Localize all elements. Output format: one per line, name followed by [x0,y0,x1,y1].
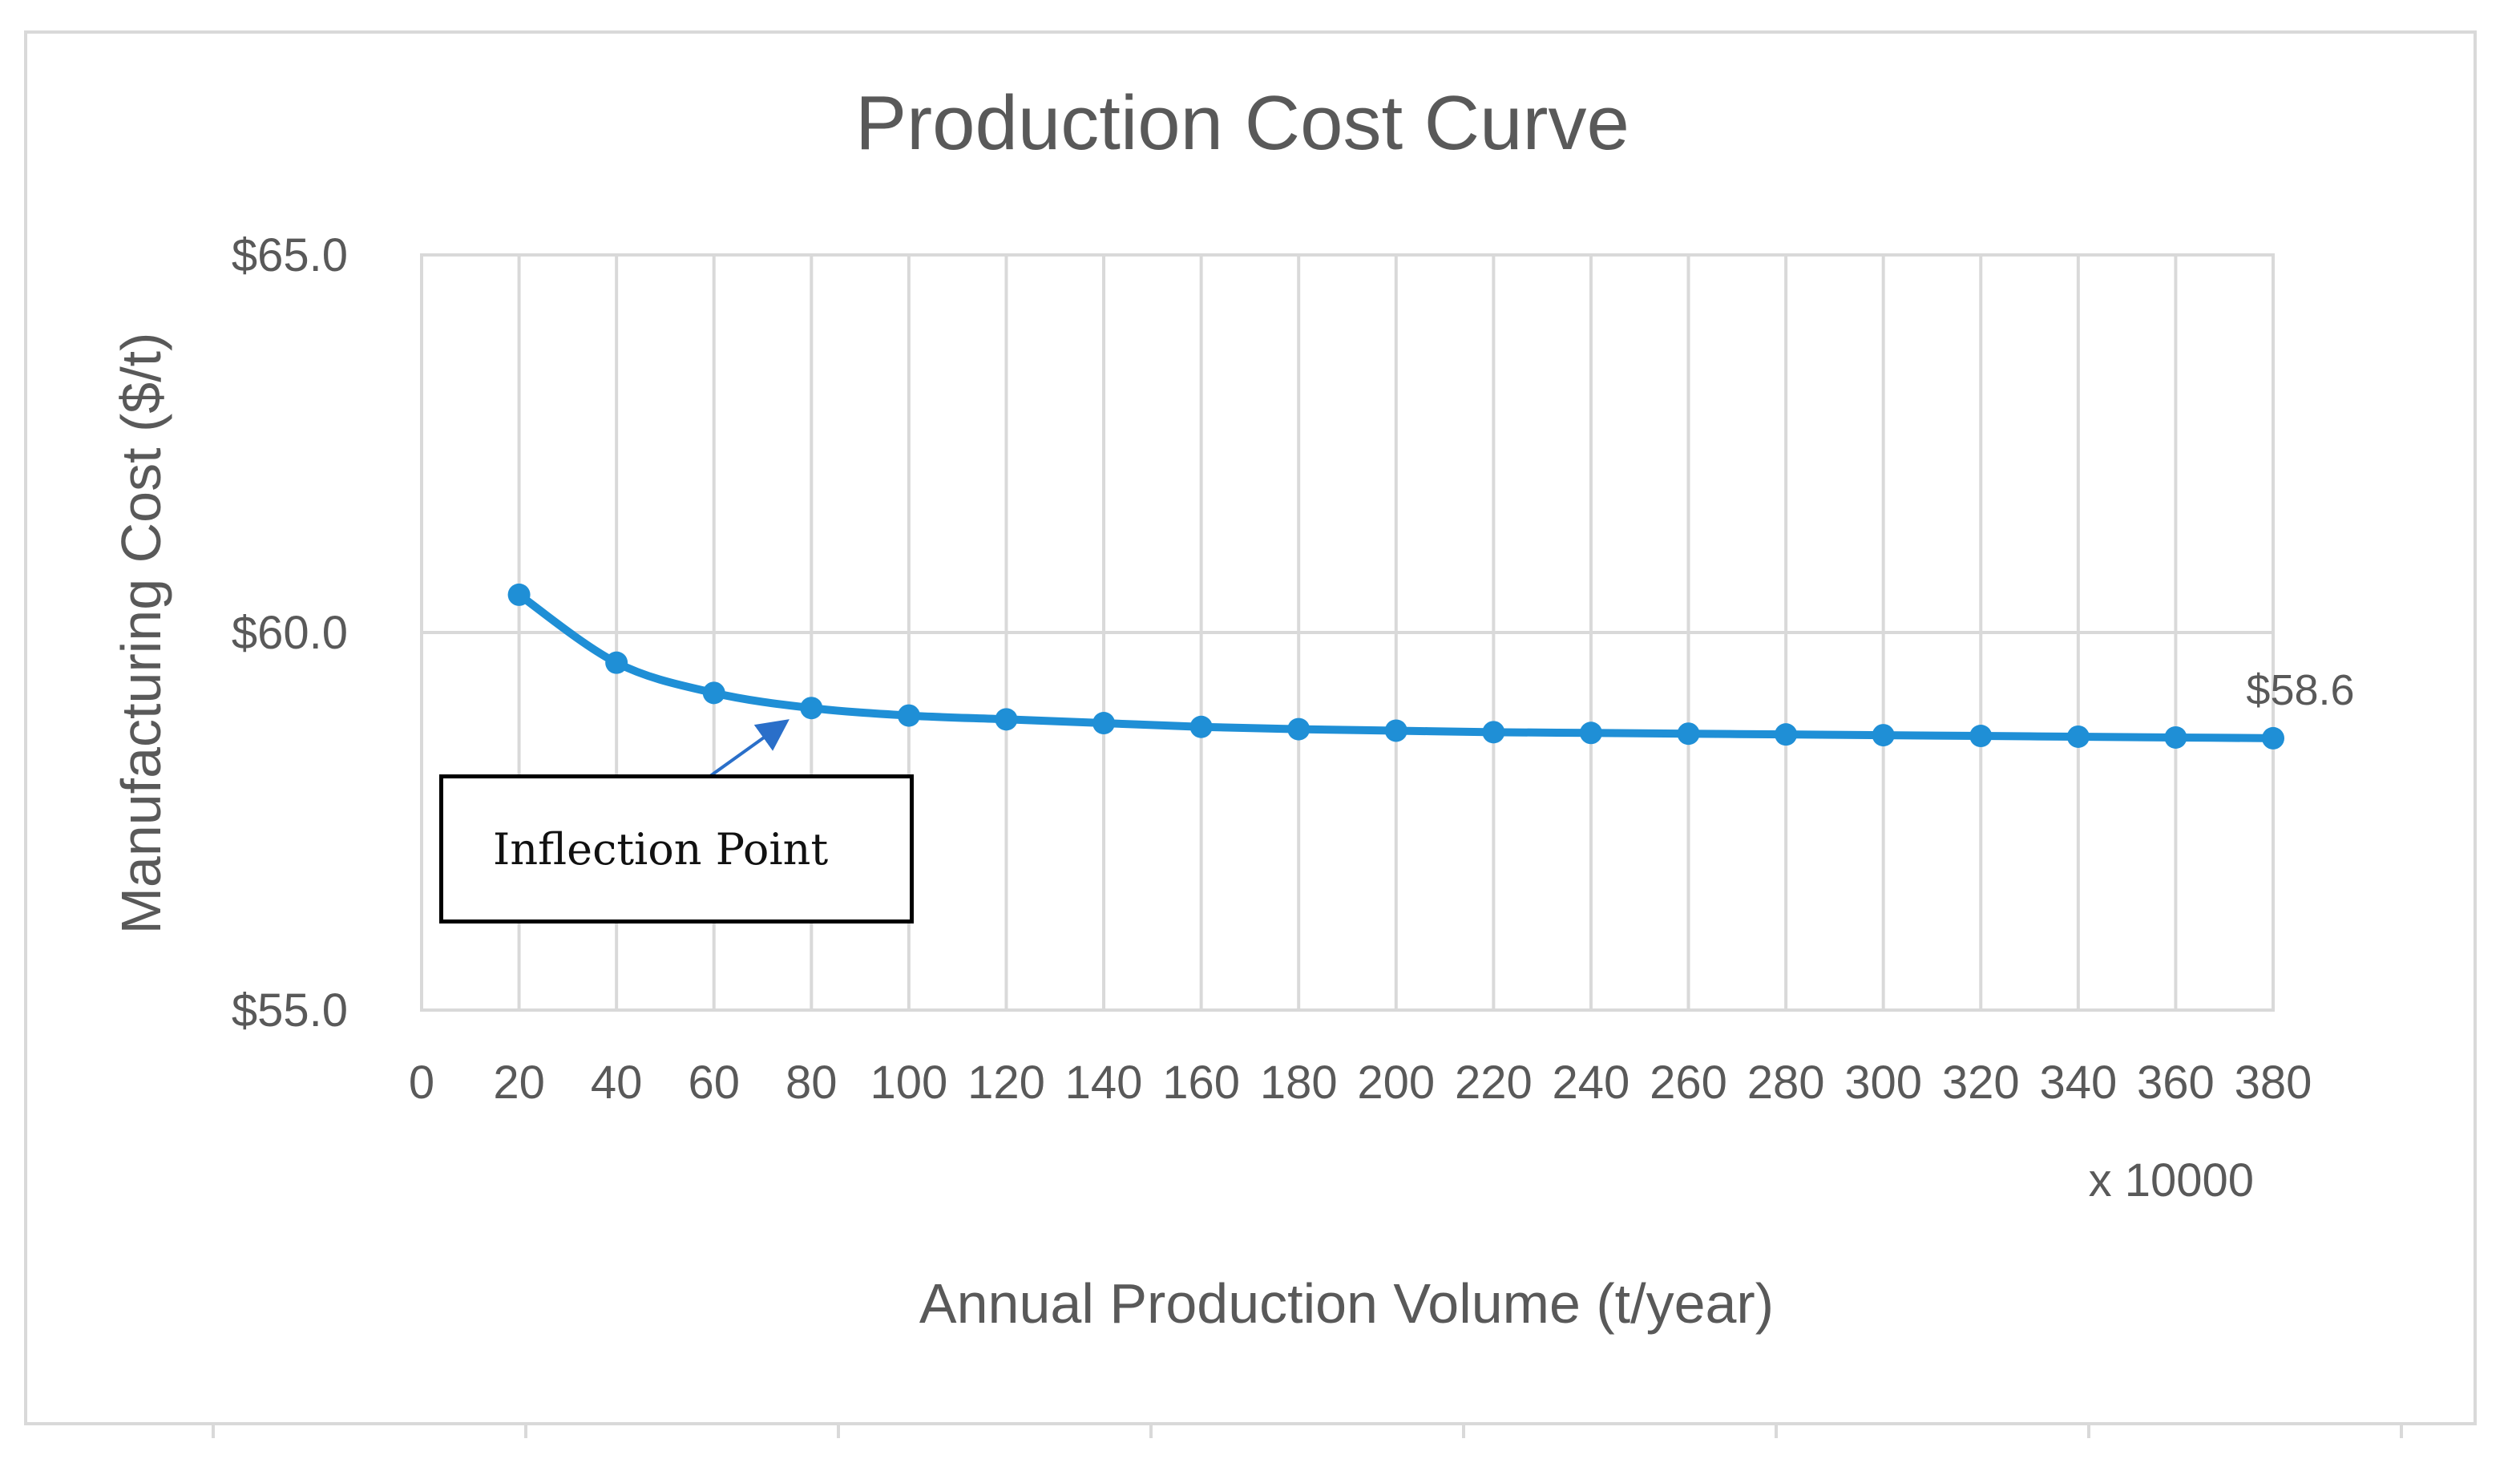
x-tick-label: 380 [2235,1057,2312,1109]
x-tick-label: 100 [870,1057,948,1109]
y-tick-label: $65.0 [232,229,348,281]
data-point-marker [1384,719,1407,742]
x-tick-label: 360 [2137,1057,2215,1109]
x-tick-label: 300 [1844,1057,1922,1109]
data-point-marker [800,697,823,720]
x-tick-label: 140 [1065,1057,1143,1109]
frame-edge-tick [1149,1425,1153,1438]
x-tick-label: 220 [1455,1057,1533,1109]
data-point-marker [1677,722,1700,746]
frame-edge-tick [837,1425,840,1438]
frame-edge-tick [1775,1425,1778,1438]
x-tick-label: 40 [591,1057,643,1109]
data-point-marker [1969,725,1993,748]
chart-title: Production Cost Curve [855,80,1630,166]
x-tick-label: 240 [1553,1057,1630,1109]
frame-edge-tick [524,1425,527,1438]
x-tick-label: 120 [967,1057,1045,1109]
data-point-marker [1775,723,1798,746]
data-point-marker [1287,717,1310,741]
frame-edge-tick [2400,1425,2403,1438]
annotation-label: Inflection Point [493,823,829,875]
x-tick-label: 160 [1162,1057,1240,1109]
data-point-marker [1092,712,1116,735]
x-tick-label: 260 [1650,1057,1727,1109]
x-tick-label: 320 [1942,1057,2020,1109]
x-axis-title: Annual Production Volume (t/year) [919,1272,1774,1335]
x-tick-label: 180 [1260,1057,1338,1109]
y-tick-label: $55.0 [232,984,348,1037]
frame-edge-tick [1462,1425,1465,1438]
data-point-marker [1189,715,1213,738]
x-tick-label: 280 [1747,1057,1825,1109]
data-point-marker [1872,724,1895,747]
data-point-marker [702,681,725,705]
data-point-marker [2262,726,2284,750]
data-point-marker [1482,721,1505,744]
x-tick-label: 340 [2039,1057,2117,1109]
series-layer [507,583,2284,750]
frame-edge-tick [2087,1425,2090,1438]
data-point-marker [2066,725,2090,748]
x-tick-label: 20 [493,1057,545,1109]
x-tick-label: 0 [409,1057,434,1109]
data-point-marker [507,583,531,606]
data-point-marker [995,708,1018,731]
data-label: $58.6 [2246,666,2354,714]
data-point-marker [897,704,920,727]
annotation-box: Inflection Point [439,774,914,923]
data-point-marker [2164,725,2187,749]
data-label-layer: $58.6 [2246,666,2354,714]
frame-edge-tick [212,1425,215,1438]
x-tick-label: 60 [688,1057,740,1109]
data-point-marker [1579,721,1602,745]
x-axis-multiplier-label: x 10000 [2089,1154,2254,1206]
data-point-marker [605,651,628,674]
x-tick-label: 80 [785,1057,838,1109]
x-tick-label: 200 [1357,1057,1435,1109]
y-axis-title: Manufacturing Cost ($/t) [110,333,172,935]
y-axis-tick-labels: $55.0 $60.0 $65.0 [232,229,348,1037]
plot-area-border [420,253,2275,1012]
y-tick-label: $60.0 [232,607,348,659]
x-axis-tick-labels: 0 20 40 60 80 100 120 140 160 180 200 220 240 260 280 3… [409,1057,2312,1109]
